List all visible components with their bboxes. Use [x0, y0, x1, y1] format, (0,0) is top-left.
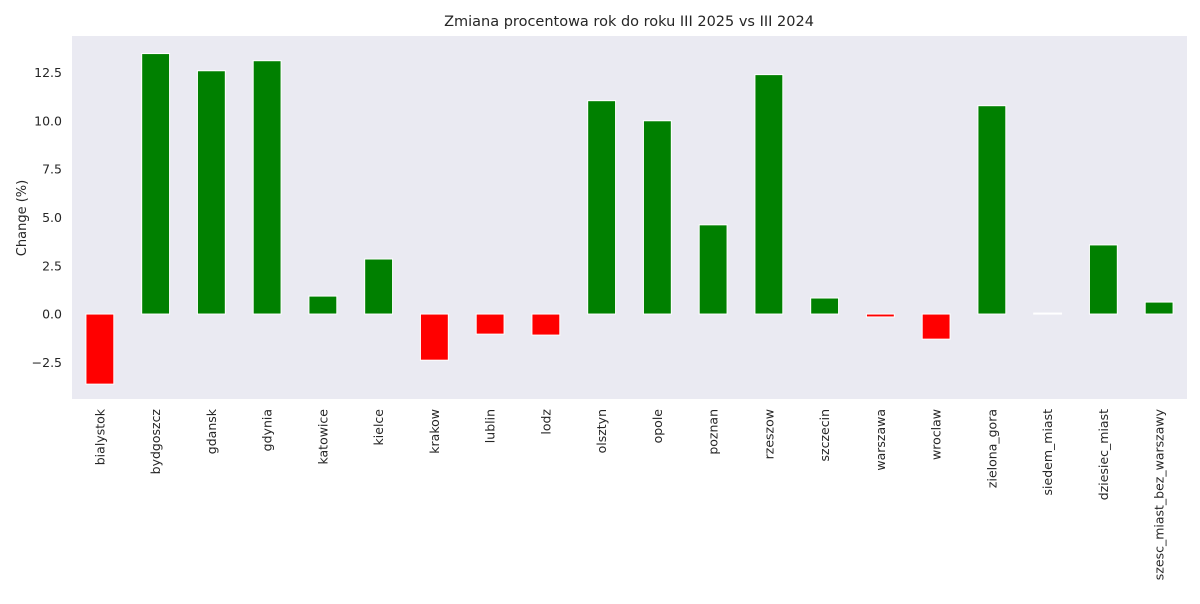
x-tick-label: poznan — [706, 409, 721, 455]
y-tick-label: 12.5 — [34, 65, 62, 80]
bar-opole — [642, 120, 672, 315]
chart-title: Zmiana procentowa rok do roku III 2025 v… — [444, 14, 814, 30]
y-tick-label: −2.5 — [32, 355, 62, 370]
bar-katowice — [308, 295, 338, 315]
plot-area — [72, 36, 1187, 399]
bar-siedem_miast — [1033, 312, 1063, 315]
y-tick-label: 10.0 — [34, 113, 62, 128]
x-tick-label: warszawa — [873, 409, 888, 471]
x-tick-label: krakow — [427, 409, 442, 454]
x-tick-label: kielce — [371, 409, 386, 446]
x-tick-label: dziesiec_miast — [1096, 409, 1111, 500]
bar-kielce — [364, 258, 394, 315]
x-tick-label: katowice — [315, 409, 330, 465]
bar-bialystok — [85, 313, 115, 385]
x-tick-label: gdansk — [204, 408, 219, 454]
bar-warszawa — [865, 313, 895, 318]
bar-szczecin — [810, 297, 840, 315]
bar-bydgoszcz — [141, 53, 171, 315]
x-tick-label: wroclaw — [929, 409, 944, 460]
x-tick-label: siedem_miast — [1040, 409, 1055, 496]
bar-gdynia — [252, 60, 282, 315]
x-tick-label: opole — [650, 409, 665, 444]
y-tick-label: 5.0 — [42, 210, 62, 225]
x-tick-label: bydgoszcz — [148, 409, 163, 475]
bar-szesc_miast_bez_warszawy — [1144, 301, 1174, 315]
y-axis-label: Change (%) — [15, 180, 30, 256]
x-tick-label: zielona_gora — [984, 409, 999, 488]
y-tick-label: 2.5 — [42, 258, 62, 273]
bar-gdansk — [196, 70, 226, 315]
x-tick-label: gdynia — [260, 409, 275, 451]
bar-lublin — [475, 313, 505, 335]
x-tick-label: olsztyn — [594, 409, 609, 453]
x-tick-label: szczecin — [817, 409, 832, 461]
x-tick-label: szesc_miast_bez_warszawy — [1152, 408, 1167, 580]
bar-krakow — [419, 313, 449, 361]
x-tick-label: lublin — [483, 409, 498, 443]
x-tick-label: rzeszow — [761, 409, 776, 459]
x-tick-label: bialystok — [92, 408, 107, 465]
bar-lodz — [531, 313, 561, 336]
bar-zielona_gora — [977, 105, 1007, 315]
y-tick-label: 7.5 — [42, 162, 62, 177]
bar-rzeszow — [754, 74, 784, 315]
y-tick-label: 0.0 — [42, 307, 62, 322]
bar-wroclaw — [921, 313, 951, 340]
bar-poznan — [698, 224, 728, 315]
bar-olsztyn — [587, 100, 617, 315]
x-tick-label: lodz — [538, 409, 553, 435]
bar-dziesiec_miast — [1088, 244, 1118, 315]
